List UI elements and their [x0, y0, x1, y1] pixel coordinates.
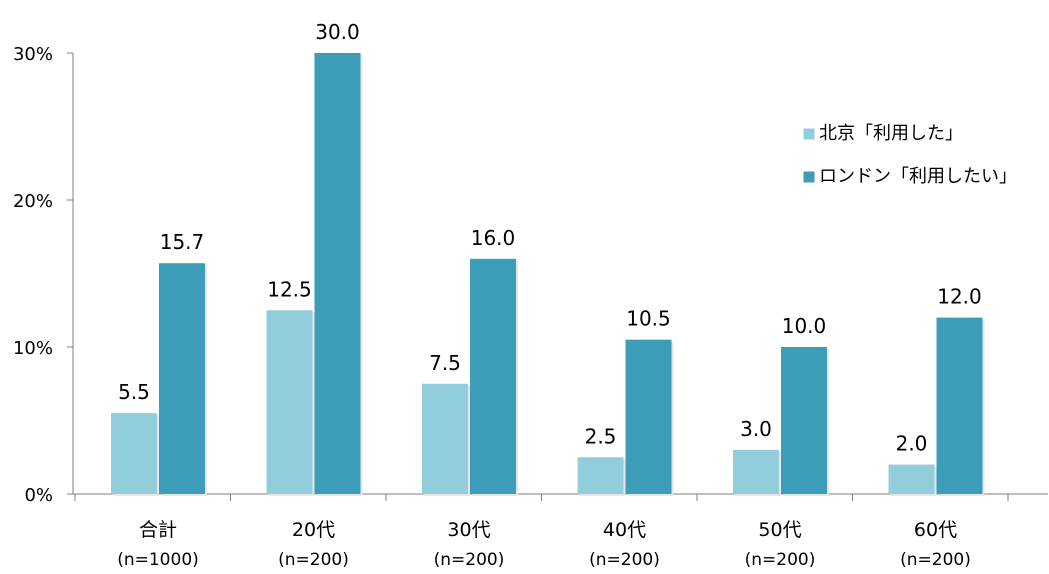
data-label: 16.0 [471, 226, 516, 250]
x-tick-label: 60代 [914, 519, 957, 541]
data-label: 10.5 [626, 307, 671, 331]
data-label: 2.5 [585, 424, 617, 448]
legend-swatch [802, 127, 816, 141]
bar [733, 449, 779, 494]
x-tick-label: 合計 [139, 519, 177, 541]
bar [888, 464, 935, 494]
y-tick-label: 20% [13, 191, 53, 212]
x-tick-label: 50代 [758, 519, 801, 541]
x-tick-sublabel: (n=200) [745, 550, 816, 570]
axes: 0% 10% 20% 30% 合計 (n=1000) 20代 (n=200) 30代 (n=200… [13, 44, 1048, 570]
y-tick-label: 10% [13, 338, 53, 359]
legend-label: 北京「利用した」 [819, 123, 963, 144]
data-label: 15.7 [160, 230, 205, 254]
x-tick-label: 30代 [447, 519, 490, 541]
legend-swatch [802, 170, 816, 184]
data-label: 2.0 [896, 432, 928, 456]
bar [781, 347, 827, 494]
x-tick-sublabel: (n=1000) [117, 550, 199, 570]
x-tick-sublabel: (n=200) [589, 550, 660, 570]
y-tick-label: 0% [24, 485, 53, 506]
bars [111, 53, 985, 496]
bar [111, 413, 157, 494]
x-tick-sublabel: (n=200) [900, 550, 971, 570]
bar [159, 263, 205, 494]
x-tick-sublabel: (n=200) [278, 550, 349, 570]
bar [422, 383, 468, 494]
bar [266, 310, 313, 494]
data-label: 10.0 [782, 314, 827, 338]
bar [625, 339, 672, 494]
data-labels: 5.5 15.7 12.5 30.0 7.5 16.0 2.5 10.5 3.0 10.0 2.0 1… [118, 20, 982, 456]
legend-label: ロンドン「利用したい」 [819, 166, 1017, 187]
bar [470, 258, 516, 494]
data-label: 12.0 [937, 285, 982, 309]
data-label: 7.5 [429, 351, 461, 375]
legend: 北京「利用した」ロンドン「利用したい」 [802, 123, 1017, 187]
bar [314, 53, 361, 494]
x-tick-label: 40代 [603, 519, 646, 541]
x-tick-label: 20代 [292, 519, 335, 541]
data-label: 3.0 [740, 417, 772, 441]
data-label: 30.0 [315, 20, 360, 44]
y-tick-label: 30% [13, 44, 53, 65]
data-label: 12.5 [267, 277, 312, 301]
bar [936, 317, 983, 494]
x-tick-sublabel: (n=200) [434, 550, 505, 570]
data-label: 5.5 [118, 380, 150, 404]
bar [577, 457, 624, 494]
